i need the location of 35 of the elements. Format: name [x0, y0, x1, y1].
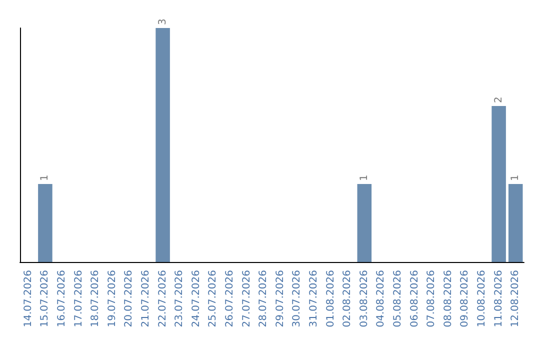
x-tick-label: 28.07.2026 — [258, 270, 270, 328]
x-tick-label: 21.07.2026 — [140, 270, 152, 328]
x-tick-label: 29.07.2026 — [274, 270, 286, 328]
x-tick-label: 16.07.2026 — [56, 270, 68, 328]
x-tick-label: 15.07.2026 — [40, 270, 51, 328]
x-tick-label: 03.08.2026 — [358, 270, 370, 328]
x-tick-label: 30.07.2026 — [292, 270, 303, 328]
x-tick-label: 09.08.2026 — [460, 270, 471, 328]
x-tick-label: 01.08.2026 — [325, 270, 336, 328]
x-tick-label: 18.07.2026 — [90, 270, 102, 328]
data-label: 2 — [493, 96, 504, 103]
data-label: 1 — [510, 174, 522, 181]
x-tick-label: 12.08.2026 — [510, 270, 522, 328]
x-tick-label: 22.07.2026 — [157, 270, 168, 328]
x-tick-label: 27.07.2026 — [241, 270, 252, 328]
data-label: 3 — [157, 18, 168, 25]
x-tick-label: 07.08.2026 — [426, 270, 438, 328]
x-tick-label: 17.07.2026 — [73, 270, 84, 328]
x-tick-label: 08.08.2026 — [442, 270, 454, 328]
data-label: 1 — [358, 174, 370, 181]
x-tick-label: 04.08.2026 — [376, 270, 387, 328]
x-tick-label: 20.07.2026 — [124, 270, 135, 328]
x-tick-label: 19.07.2026 — [106, 270, 118, 328]
x-tick-label: 31.07.2026 — [308, 270, 320, 328]
x-tick-label: 02.08.2026 — [342, 270, 354, 328]
x-tick-label: 25.07.2026 — [208, 270, 219, 328]
x-tick-label: 14.07.2026 — [22, 270, 34, 328]
x-tick-label: 23.07.2026 — [174, 270, 186, 328]
x-tick-label: 26.07.2026 — [224, 270, 236, 328]
x-tick-label: 06.08.2026 — [409, 270, 420, 328]
x-tick-label: 10.08.2026 — [476, 270, 488, 328]
x-tick-label: 11.08.2026 — [493, 270, 504, 328]
data-label: 1 — [40, 174, 51, 181]
x-tick-label: 24.07.2026 — [190, 270, 202, 328]
x-tick-label: 05.08.2026 — [392, 270, 404, 328]
